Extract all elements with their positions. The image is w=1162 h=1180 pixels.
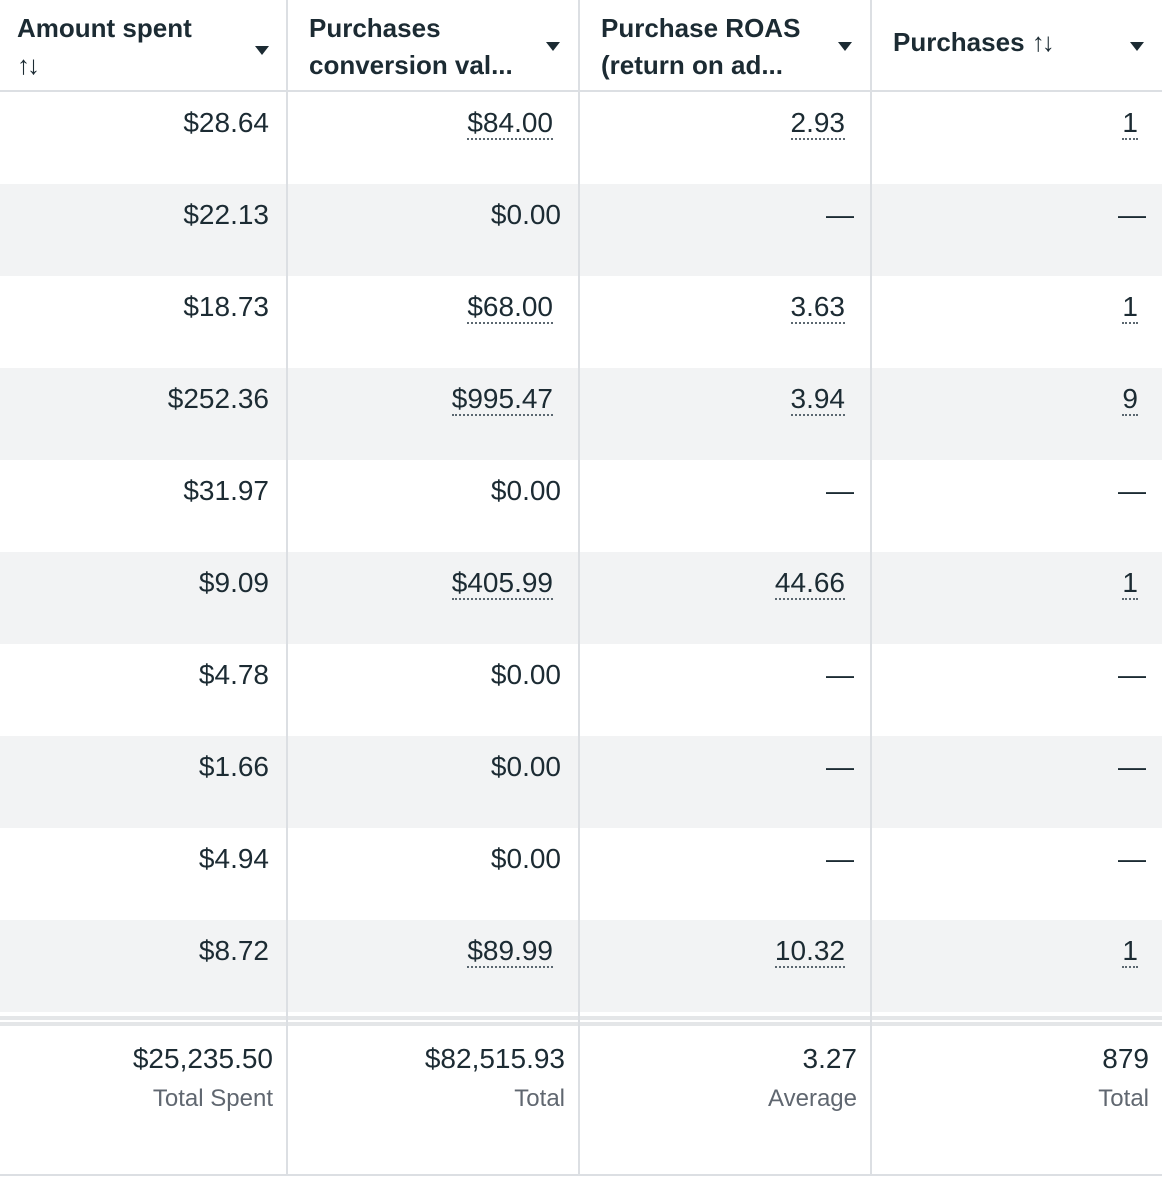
roas-cell: — bbox=[826, 475, 854, 506]
roas-cell: 3.94 bbox=[790, 382, 845, 416]
conversion-value-link[interactable]: $89.99 bbox=[467, 935, 553, 968]
purchases-cell: — bbox=[1118, 475, 1146, 506]
amount-spent-cell: $4.94 bbox=[198, 843, 269, 874]
roas-cell: — bbox=[826, 659, 854, 690]
column-label: Amount spent bbox=[17, 13, 192, 43]
conversion-value-cell: $405.99 bbox=[451, 566, 553, 600]
conversion-value-link[interactable]: $68.00 bbox=[467, 291, 553, 324]
table-row: $9.09 $405.99 44.66 1 bbox=[0, 552, 1162, 644]
table-row: $1.66 $0.00 — — bbox=[0, 736, 1162, 828]
sort-icon[interactable]: ↑↓ bbox=[17, 50, 40, 80]
table-row: $8.72 $89.99 10.32 1 bbox=[0, 920, 1162, 1012]
roas-link[interactable]: 2.93 bbox=[790, 107, 845, 140]
roas-cell: 3.63 bbox=[790, 290, 845, 324]
amount-spent-cell: $252.36 bbox=[167, 383, 269, 414]
sort-icon[interactable]: ↑↓ bbox=[1031, 27, 1055, 57]
purchases-cell: 1 bbox=[1122, 106, 1138, 140]
column-header-conversion-value[interactable]: Purchases conversion val... bbox=[288, 0, 578, 90]
purchases-cell: — bbox=[1118, 751, 1146, 782]
column-divider[interactable] bbox=[578, 0, 580, 1176]
table-row: $4.78 $0.00 — — bbox=[0, 644, 1162, 736]
average-roas-label: Average bbox=[768, 1085, 857, 1112]
purchases-link[interactable]: 1 bbox=[1122, 291, 1138, 324]
conversion-value-cell: $0.00 bbox=[490, 751, 561, 782]
column-label: Purchase ROAS bbox=[601, 13, 801, 43]
column-label: Purchases bbox=[893, 27, 1025, 57]
conversion-value-cell: $84.00 bbox=[467, 106, 553, 140]
conversion-value-link[interactable]: $995.47 bbox=[451, 383, 553, 416]
total-spent-value: $25,235.50 bbox=[132, 1043, 273, 1074]
purchases-link[interactable]: 9 bbox=[1122, 383, 1138, 416]
purchases-cell: 9 bbox=[1122, 382, 1138, 416]
total-conversion-value: $82,515.93 bbox=[424, 1043, 565, 1074]
amount-spent-cell: $31.97 bbox=[183, 475, 269, 506]
purchases-cell: 1 bbox=[1122, 934, 1138, 968]
conversion-value-cell: $995.47 bbox=[451, 382, 553, 416]
amount-spent-cell: $8.72 bbox=[198, 935, 269, 966]
total-purchases-label: Total bbox=[1098, 1085, 1149, 1112]
amount-spent-cell: $4.78 bbox=[198, 659, 269, 690]
column-divider[interactable] bbox=[286, 0, 288, 1176]
purchases-link[interactable]: 1 bbox=[1122, 567, 1138, 600]
column-label-continued: conversion val... bbox=[309, 50, 513, 80]
purchases-cell: — bbox=[1118, 659, 1146, 690]
conversion-value-cell: $0.00 bbox=[490, 659, 561, 690]
amount-spent-cell: $28.64 bbox=[183, 107, 269, 138]
average-roas-value: 3.27 bbox=[802, 1043, 858, 1074]
roas-cell: — bbox=[826, 751, 854, 782]
dropdown-caret-icon[interactable] bbox=[255, 46, 269, 55]
column-header-purchases[interactable]: Purchases ↑↓ bbox=[872, 0, 1162, 90]
purchases-link[interactable]: 1 bbox=[1122, 107, 1138, 140]
column-label-continued: (return on ad... bbox=[601, 50, 783, 80]
conversion-value-link[interactable]: $84.00 bbox=[467, 107, 553, 140]
table-row: $28.64 $84.00 2.93 1 bbox=[0, 92, 1162, 184]
purchases-cell: 1 bbox=[1122, 290, 1138, 324]
conversion-value-link[interactable]: $405.99 bbox=[451, 567, 553, 600]
table-row: $22.13 $0.00 — — bbox=[0, 184, 1162, 276]
roas-link[interactable]: 3.94 bbox=[790, 383, 845, 416]
roas-cell: — bbox=[826, 843, 854, 874]
conversion-value-cell: $68.00 bbox=[467, 290, 553, 324]
summary-divider bbox=[0, 1016, 1162, 1026]
table-row: $18.73 $68.00 3.63 1 bbox=[0, 276, 1162, 368]
roas-link[interactable]: 44.66 bbox=[774, 567, 845, 600]
table-header: Amount spent ↑↓ Purchases conversion val… bbox=[0, 0, 1162, 92]
conversion-value-cell: $0.00 bbox=[490, 475, 561, 506]
total-spent-label: Total Spent bbox=[152, 1085, 273, 1112]
table-bottom-border bbox=[0, 1174, 1162, 1176]
conversion-value-cell: $0.00 bbox=[490, 199, 561, 230]
column-divider[interactable] bbox=[870, 0, 872, 1176]
table-row: $4.94 $0.00 — — bbox=[0, 828, 1162, 920]
dropdown-caret-icon[interactable] bbox=[838, 42, 852, 51]
purchases-cell: — bbox=[1118, 199, 1146, 230]
amount-spent-cell: $1.66 bbox=[198, 751, 269, 782]
purchases-cell: — bbox=[1118, 843, 1146, 874]
total-conversion-label: Total bbox=[514, 1085, 565, 1112]
roas-link[interactable]: 10.32 bbox=[774, 935, 845, 968]
column-header-amount-spent[interactable]: Amount spent ↑↓ bbox=[0, 0, 286, 90]
dropdown-caret-icon[interactable] bbox=[546, 42, 560, 51]
table-row: $252.36 $995.47 3.94 9 bbox=[0, 368, 1162, 460]
purchases-link[interactable]: 1 bbox=[1122, 935, 1138, 968]
conversion-value-cell: $0.00 bbox=[490, 843, 561, 874]
table-row: $31.97 $0.00 — — bbox=[0, 460, 1162, 552]
total-purchases-value: 879 bbox=[1102, 1043, 1149, 1074]
column-label: Purchases bbox=[309, 13, 441, 43]
amount-spent-cell: $18.73 bbox=[183, 291, 269, 322]
dropdown-caret-icon[interactable] bbox=[1130, 42, 1144, 51]
column-header-purchase-roas[interactable]: Purchase ROAS (return on ad... bbox=[580, 0, 870, 90]
purchases-cell: 1 bbox=[1122, 566, 1138, 600]
conversion-value-cell: $89.99 bbox=[467, 934, 553, 968]
roas-cell: — bbox=[826, 199, 854, 230]
amount-spent-cell: $9.09 bbox=[198, 567, 269, 598]
amount-spent-cell: $22.13 bbox=[183, 199, 269, 230]
roas-cell: 10.32 bbox=[774, 934, 845, 968]
roas-cell: 44.66 bbox=[774, 566, 845, 600]
roas-cell: 2.93 bbox=[790, 106, 845, 140]
roas-link[interactable]: 3.63 bbox=[790, 291, 845, 324]
